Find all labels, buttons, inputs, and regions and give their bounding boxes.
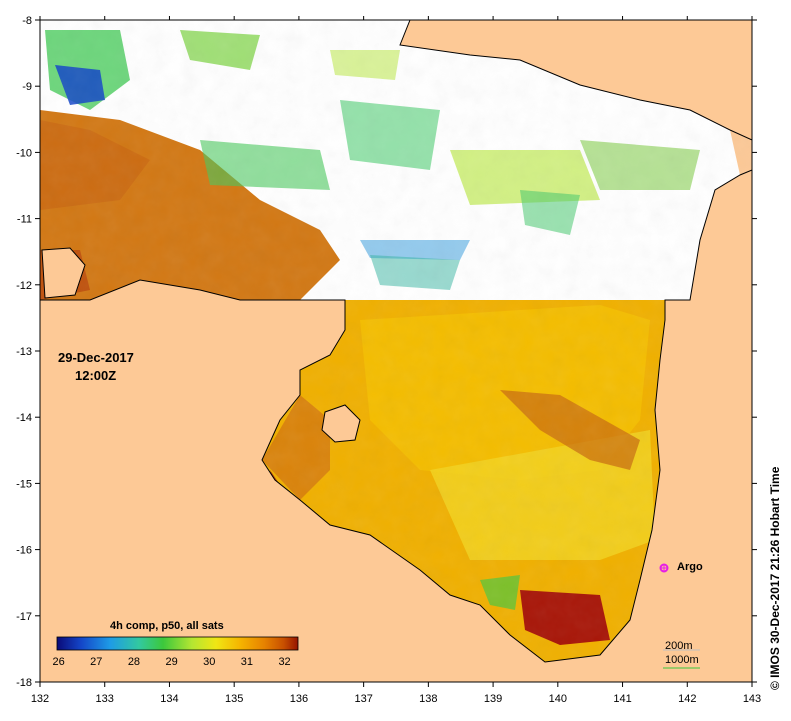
x-tick-label: 133 — [96, 693, 114, 705]
x-tick-label: 139 — [484, 693, 502, 705]
argo-marker — [659, 563, 669, 573]
contour-200-label: 200m — [665, 640, 693, 652]
colorbar-tick-label: 26 — [52, 656, 65, 668]
x-tick-label: 143 — [743, 693, 761, 705]
colorbar — [56, 636, 299, 651]
colorbar-tick-label: 28 — [127, 656, 141, 668]
date-label: 29-Dec-2017 — [58, 350, 134, 365]
time-label: 12:00Z — [75, 368, 117, 383]
x-tick-label: 138 — [419, 693, 437, 705]
x-tick-label: 135 — [225, 693, 243, 705]
colorbar-title: 4h comp, p50, all sats — [110, 620, 224, 632]
y-tick-label: -15 — [16, 478, 32, 490]
colorbar-tick-label: 27 — [90, 656, 103, 668]
x-axis: 132 133 134 135 136 137 138 139 140 141 142 143 — [31, 16, 761, 705]
y-tick-label: -11 — [17, 214, 32, 226]
y-tick-label: -12 — [16, 280, 32, 292]
colorbar-tick-label: 30 — [203, 656, 216, 668]
y-tick-label: -17 — [16, 611, 32, 623]
x-tick-label: 134 — [160, 693, 178, 705]
y-tick-label: -14 — [16, 412, 32, 424]
y-tick-label: -18 — [16, 677, 32, 689]
copyright-label: IMOS 30-Dec-2017 21:26 Hobart Time — [768, 466, 782, 678]
colorbar-tick-label: 32 — [278, 656, 291, 668]
y-tick-label: -8 — [22, 15, 32, 27]
x-tick-label: 140 — [549, 693, 567, 705]
argo-label: Argo — [677, 561, 703, 573]
x-tick-label: 136 — [290, 693, 308, 705]
y-tick-label: -13 — [16, 346, 32, 358]
coastline-layer — [39, 19, 753, 683]
colorbar-tick-label: 31 — [240, 656, 254, 668]
copyright-symbol: © — [768, 681, 782, 690]
contour-1000-label: 1000m — [665, 654, 699, 666]
y-tick-label: -10 — [16, 147, 32, 159]
x-tick-label: 132 — [31, 693, 49, 705]
x-tick-label: 141 — [613, 693, 631, 705]
y-axis: -8 -9 -10 -11 -12 -13 -14 -15 -16 -17 -18 — [16, 15, 757, 689]
x-tick-label: 142 — [678, 693, 696, 705]
colorbar-tick-label: 29 — [165, 656, 178, 668]
y-tick-label: -16 — [16, 545, 32, 557]
copyright-text: © IMOS 30-Dec-2017 21:26 Hobart Time — [768, 467, 782, 690]
y-tick-label: -9 — [22, 81, 32, 93]
x-tick-label: 137 — [354, 693, 372, 705]
